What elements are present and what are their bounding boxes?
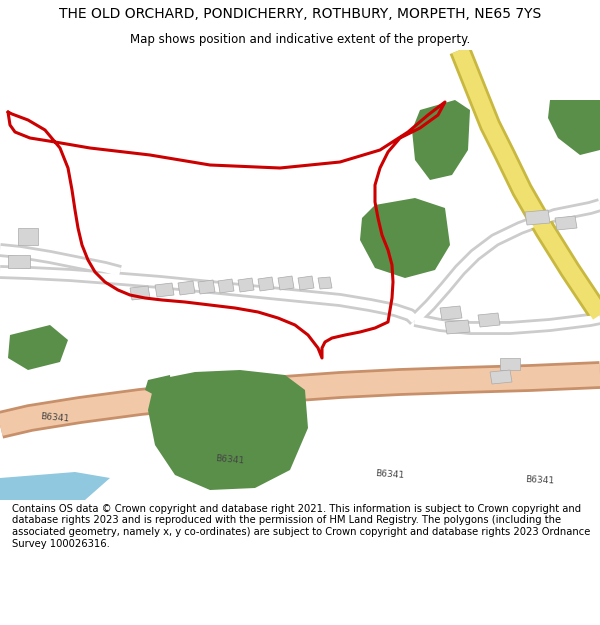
Text: Contains OS data © Crown copyright and database right 2021. This information is : Contains OS data © Crown copyright and d… <box>12 504 590 549</box>
Polygon shape <box>218 279 234 293</box>
Text: B6341: B6341 <box>215 454 245 466</box>
Text: Map shows position and indicative extent of the property.: Map shows position and indicative extent… <box>130 32 470 46</box>
Polygon shape <box>298 276 314 290</box>
Text: B6341: B6341 <box>375 469 405 481</box>
Polygon shape <box>278 276 294 290</box>
Polygon shape <box>18 228 38 245</box>
Polygon shape <box>145 375 172 398</box>
Polygon shape <box>8 325 68 370</box>
Polygon shape <box>155 283 174 297</box>
Polygon shape <box>258 277 274 291</box>
Polygon shape <box>445 320 470 334</box>
Polygon shape <box>360 198 450 278</box>
Polygon shape <box>548 100 600 155</box>
Polygon shape <box>130 286 150 300</box>
Text: B6341: B6341 <box>40 412 70 424</box>
Polygon shape <box>0 472 110 500</box>
Polygon shape <box>178 281 195 295</box>
Polygon shape <box>318 277 332 289</box>
Polygon shape <box>525 210 550 225</box>
Text: THE OLD ORCHARD, PONDICHERRY, ROTHBURY, MORPETH, NE65 7YS: THE OLD ORCHARD, PONDICHERRY, ROTHBURY, … <box>59 7 541 21</box>
Polygon shape <box>198 280 215 294</box>
Polygon shape <box>478 313 500 327</box>
Polygon shape <box>440 306 462 320</box>
Polygon shape <box>500 358 520 370</box>
Polygon shape <box>8 255 30 268</box>
Polygon shape <box>555 216 577 230</box>
Text: B6341: B6341 <box>525 475 555 485</box>
Polygon shape <box>412 100 470 180</box>
Polygon shape <box>238 278 254 292</box>
Polygon shape <box>148 370 308 490</box>
Polygon shape <box>490 370 512 384</box>
